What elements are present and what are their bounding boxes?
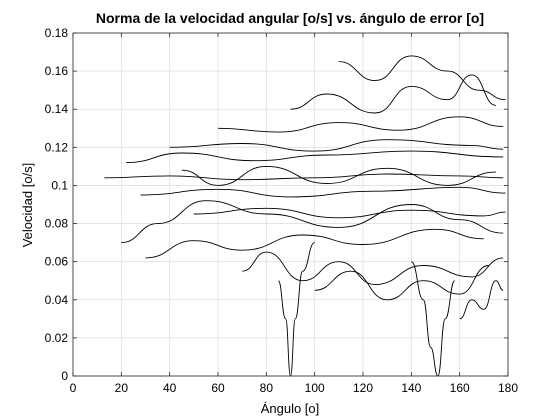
series-line-8 (277, 242, 315, 377)
series-line-14 (181, 165, 496, 186)
series-line-13 (338, 55, 506, 101)
y-tick-label: 0.14 (45, 102, 69, 116)
series-line-15 (459, 280, 504, 320)
x-tick-label: 160 (450, 381, 470, 395)
series-line-9 (410, 261, 456, 377)
series-line-6 (145, 228, 484, 259)
x-tick-label: 40 (163, 381, 177, 395)
x-tick-label: 120 (353, 381, 373, 395)
y-tick-label: 0.12 (45, 140, 69, 154)
series-line-12 (242, 251, 504, 285)
series-line-5 (121, 200, 504, 244)
series-line-11 (314, 265, 489, 301)
x-tick-label: 140 (401, 381, 421, 395)
y-tick-label: 0.1 (51, 178, 68, 192)
y-axis-label: Velocidad [o/s] (20, 163, 35, 248)
x-tick-label: 100 (305, 381, 325, 395)
series-line-4 (193, 207, 506, 219)
x-tick-label: 0 (70, 381, 77, 395)
y-tick-label: 0.16 (45, 64, 69, 78)
plot-frame (72, 32, 509, 377)
series-line-1 (126, 150, 504, 164)
series-line-10 (290, 74, 497, 114)
x-tick-label: 60 (211, 381, 225, 395)
x-axis-label: Ángulo [o] (261, 401, 320, 416)
ticks: 0 20 40 60 80 100 120 140 160 180 0 0.02 0.04 0.06 0.0… (45, 26, 519, 395)
x-tick-label: 180 (498, 381, 518, 395)
y-tick-label: 0.06 (45, 255, 69, 269)
y-tick-label: 0 (61, 369, 68, 383)
y-tick-label: 0.08 (45, 217, 69, 231)
series-line-0 (104, 173, 504, 181)
series-group (104, 55, 506, 377)
series-line-3 (169, 139, 504, 152)
x-tick-label: 20 (115, 381, 129, 395)
chart-title: Norma de la velocidad angular [o/s] vs. … (96, 10, 484, 26)
series-line-2 (140, 186, 506, 198)
y-tick-label: 0.02 (45, 331, 69, 345)
x-tick-label: 80 (260, 381, 274, 395)
series-line-7 (217, 116, 504, 133)
y-tick-label: 0.18 (45, 26, 69, 40)
y-tick-label: 0.04 (45, 293, 69, 307)
